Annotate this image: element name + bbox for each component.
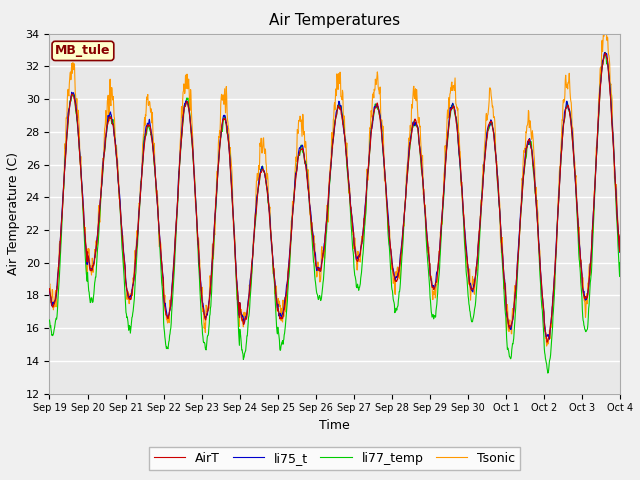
Tsonic — [45, 282, 53, 288]
li75_t — [545, 336, 553, 342]
li77_temp — [173, 225, 180, 230]
Line: li77_temp: li77_temp — [49, 52, 620, 373]
AirT — [543, 339, 551, 345]
Tsonic — [236, 308, 244, 314]
Line: Tsonic: Tsonic — [49, 34, 620, 346]
Legend: AirT, li75_t, li77_temp, Tsonic: AirT, li75_t, li77_temp, Tsonic — [149, 447, 520, 469]
AirT — [45, 286, 53, 291]
AirT — [173, 220, 180, 226]
AirT — [602, 50, 609, 56]
li75_t — [236, 304, 244, 310]
Tsonic — [616, 245, 624, 251]
X-axis label: Time: Time — [319, 419, 350, 432]
li75_t — [616, 233, 624, 239]
Tsonic — [173, 218, 180, 224]
AirT — [236, 304, 244, 310]
li77_temp — [159, 288, 166, 294]
li77_temp — [498, 253, 506, 259]
li77_temp — [602, 49, 609, 55]
li75_t — [159, 268, 166, 274]
li77_temp — [424, 253, 431, 259]
li75_t — [173, 218, 180, 224]
Tsonic — [159, 276, 166, 281]
Tsonic — [424, 237, 431, 243]
Line: li75_t: li75_t — [49, 52, 620, 339]
Tsonic — [548, 307, 556, 313]
li75_t — [424, 236, 431, 242]
li75_t — [498, 244, 506, 250]
Tsonic — [543, 343, 550, 349]
AirT — [424, 237, 431, 242]
Y-axis label: Air Temperature (C): Air Temperature (C) — [7, 152, 20, 275]
AirT — [498, 243, 506, 249]
li77_temp — [616, 260, 624, 265]
li77_temp — [544, 370, 552, 376]
AirT — [548, 303, 556, 309]
Title: Air Temperatures: Air Temperatures — [269, 13, 400, 28]
AirT — [159, 270, 166, 276]
li77_temp — [236, 329, 244, 335]
li77_temp — [548, 324, 556, 330]
Text: MB_tule: MB_tule — [55, 44, 111, 58]
li75_t — [548, 299, 556, 304]
li75_t — [601, 49, 609, 55]
AirT — [616, 232, 624, 238]
li75_t — [45, 288, 53, 294]
Tsonic — [601, 31, 609, 36]
Tsonic — [498, 247, 506, 253]
Line: AirT: AirT — [49, 53, 620, 342]
li77_temp — [45, 317, 53, 323]
